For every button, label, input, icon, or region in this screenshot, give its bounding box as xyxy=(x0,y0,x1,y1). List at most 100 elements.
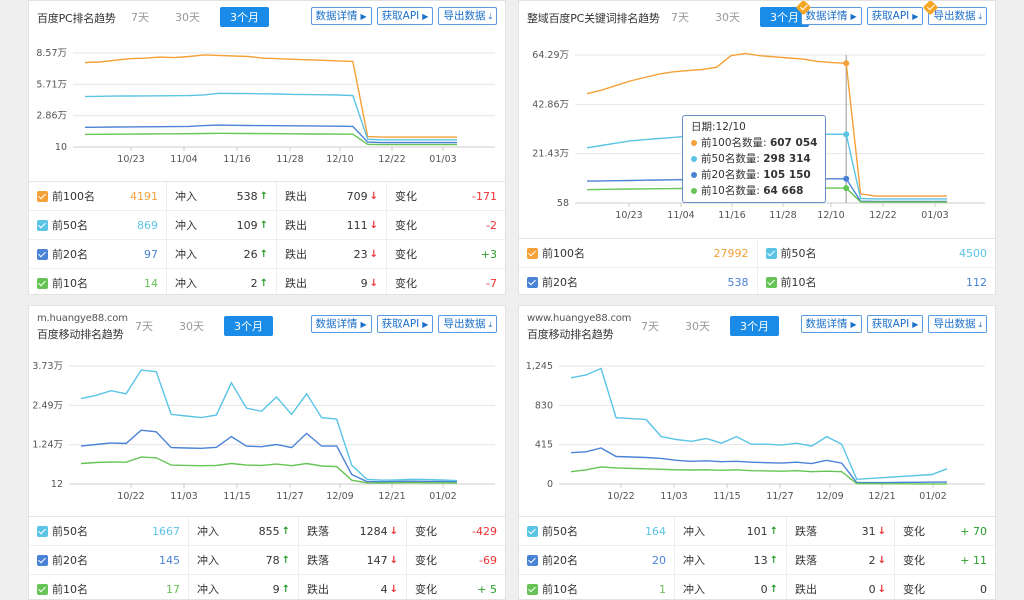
data-detail-button[interactable]: 数据详情 ▶ xyxy=(310,315,372,333)
series-point[interactable] xyxy=(843,60,850,67)
x-tick-label: 01/02 xyxy=(429,491,456,502)
data-detail-button[interactable]: 数据详情 ▶ xyxy=(800,315,862,333)
series-line xyxy=(570,466,947,485)
stats-table: 前50名 164 冲入 101 ↑ 跌落 31 ↓ 变化 + 70 前20名 20 冲入 13 ↑… xyxy=(519,516,995,599)
caret-right-icon: ▶ xyxy=(360,12,367,21)
get-api-button[interactable]: 获取API ▶ xyxy=(376,315,434,333)
y-tick-label: 0 xyxy=(547,479,553,490)
stat-value: 112 xyxy=(966,275,987,289)
checkbox-icon[interactable] xyxy=(527,583,538,595)
x-tick-label: 12/09 xyxy=(326,491,353,502)
arrow-down-icon: ↓ xyxy=(389,525,398,537)
stat-in-cell: 冲入 101 ↑ xyxy=(675,517,787,545)
checkbox-icon[interactable] xyxy=(37,554,48,566)
stat-label-cell: 前10名 1 xyxy=(519,575,675,599)
tooltip-label: 前50名数量: xyxy=(701,153,760,165)
caret-right-icon: ▶ xyxy=(850,12,857,21)
checkbox-icon[interactable] xyxy=(527,525,538,537)
data-detail-button[interactable]: 数据详情 ▶ xyxy=(310,7,372,25)
arrow-up-icon: ↑ xyxy=(259,248,268,260)
checkbox-icon[interactable] xyxy=(527,554,538,566)
stat-label: 前10名 xyxy=(52,583,88,596)
export-data-button[interactable]: 导出数据 ⤓ xyxy=(928,315,987,333)
stat-value: 164 xyxy=(645,524,666,538)
tooltip-value: 607 054 xyxy=(769,137,818,149)
export-data-button[interactable]: 导出数据 ⤓ xyxy=(438,315,497,333)
get-api-button[interactable]: 获取API ▶ xyxy=(866,7,924,25)
series-point[interactable] xyxy=(843,185,850,192)
x-tick-label: 11/27 xyxy=(766,491,793,502)
checkbox-icon[interactable] xyxy=(37,277,48,289)
export-data-button[interactable]: 导出数据 ⤓ xyxy=(923,1,987,25)
stat-change-cell: 变化 -7 xyxy=(387,269,505,294)
domain-pc-keyword-panel: 整域百度PC关键词排名趋势 7天 30天 3个月 数据详情 ▶ 获取API ▶ 导出… xyxy=(518,0,996,295)
tooltip-date-label: 日期: xyxy=(691,121,716,133)
stat-in-label: 冲入 xyxy=(175,190,197,203)
checkbox-icon[interactable] xyxy=(765,276,777,288)
stat-out-value: 1284 xyxy=(359,524,388,538)
arrow-down-icon: ↓ xyxy=(369,190,378,202)
checkbox-icon[interactable] xyxy=(37,190,48,202)
checkbox-icon[interactable] xyxy=(37,583,48,595)
x-tick-label: 11/28 xyxy=(276,154,303,165)
stat-in-cell: 冲入 109 ↑ xyxy=(167,211,277,239)
stat-change-label: 变化 xyxy=(395,277,417,290)
tab-30d[interactable]: 30天 xyxy=(175,11,200,24)
tab-30d[interactable]: 30天 xyxy=(179,320,204,333)
series-point[interactable] xyxy=(843,175,850,182)
stat-label: 前20名 xyxy=(52,248,88,261)
stat-change-cell: 变化 +3 xyxy=(387,240,505,268)
x-tick-label: 12/22 xyxy=(378,154,405,165)
tab-3m[interactable]: 3个月 xyxy=(730,316,779,336)
stat-value: 4191 xyxy=(130,189,158,203)
stat-out-label: 跌出 xyxy=(285,277,307,290)
stat-out-cell: 跌出 111 ↓ xyxy=(277,211,387,239)
panel-buttons: 数据详情 ▶ 获取API ▶ 导出数据 ⤓ xyxy=(310,315,497,333)
stat-change-value: + 5 xyxy=(477,582,497,596)
series-dot-icon xyxy=(691,156,697,162)
series-dot-icon xyxy=(691,172,697,178)
checkbox-icon[interactable] xyxy=(37,525,48,537)
checkbox-icon[interactable] xyxy=(527,276,538,288)
y-tick-label: 12 xyxy=(51,479,63,490)
tab-7d[interactable]: 7天 xyxy=(671,11,689,24)
tab-7d[interactable]: 7天 xyxy=(131,11,149,24)
stat-out-label: 跌落 xyxy=(307,554,329,567)
y-tick-label: 830 xyxy=(535,400,553,411)
tab-7d[interactable]: 7天 xyxy=(641,320,659,333)
stats-row: 前50名 869 冲入 109 ↑ 跌出 111 ↓ 变化 -2 xyxy=(29,211,505,240)
stat-out-label: 跌出 xyxy=(285,248,307,261)
series-dot-icon xyxy=(691,140,697,146)
tab-3m[interactable]: 3个月 xyxy=(760,7,809,27)
checkbox-icon[interactable] xyxy=(765,247,777,259)
get-api-button[interactable]: 获取API ▶ xyxy=(376,7,434,25)
stat-in-cell: 冲入 538 ↑ xyxy=(167,182,277,210)
checkbox-icon[interactable] xyxy=(37,219,48,231)
stat-label-cell: 前10名 17 xyxy=(29,575,189,599)
tab-3m[interactable]: 3个月 xyxy=(220,7,269,27)
stats-table: 前100名 27992 前50名 4500 前20名 538 前10名 112 xyxy=(519,238,995,294)
series-point[interactable] xyxy=(843,131,850,138)
tab-3m[interactable]: 3个月 xyxy=(224,316,273,336)
checkbox-icon[interactable] xyxy=(37,248,48,260)
arrow-up-icon: ↑ xyxy=(281,554,290,566)
stat-change-cell: 变化 + 70 xyxy=(895,517,995,545)
tab-30d[interactable]: 30天 xyxy=(685,320,710,333)
y-tick-label: 64.29万 xyxy=(532,50,569,61)
tooltip-value: 298 314 xyxy=(763,153,811,165)
stat-out-value: 111 xyxy=(346,218,368,232)
stat-in-value: 9 xyxy=(272,582,280,596)
tab-7d[interactable]: 7天 xyxy=(135,320,153,333)
arrow-up-icon: ↑ xyxy=(281,525,290,537)
stat-change-value: -69 xyxy=(479,553,497,567)
stat-out-cell: 跌落 147 ↓ xyxy=(299,546,407,574)
stat-in-value: 101 xyxy=(746,524,768,538)
get-api-button[interactable]: 获取API ▶ xyxy=(866,315,924,333)
data-detail-button[interactable]: 数据详情 ▶ xyxy=(795,1,862,25)
stats-row: 前20名 97 冲入 26 ↑ 跌出 23 ↓ 变化 +3 xyxy=(29,240,505,269)
checkbox-icon[interactable] xyxy=(527,247,538,259)
tab-30d[interactable]: 30天 xyxy=(715,11,740,24)
export-data-button[interactable]: 导出数据 ⤓ xyxy=(438,7,497,25)
stat-in-cell: 冲入 9 ↑ xyxy=(189,575,299,599)
series-line xyxy=(80,456,458,484)
